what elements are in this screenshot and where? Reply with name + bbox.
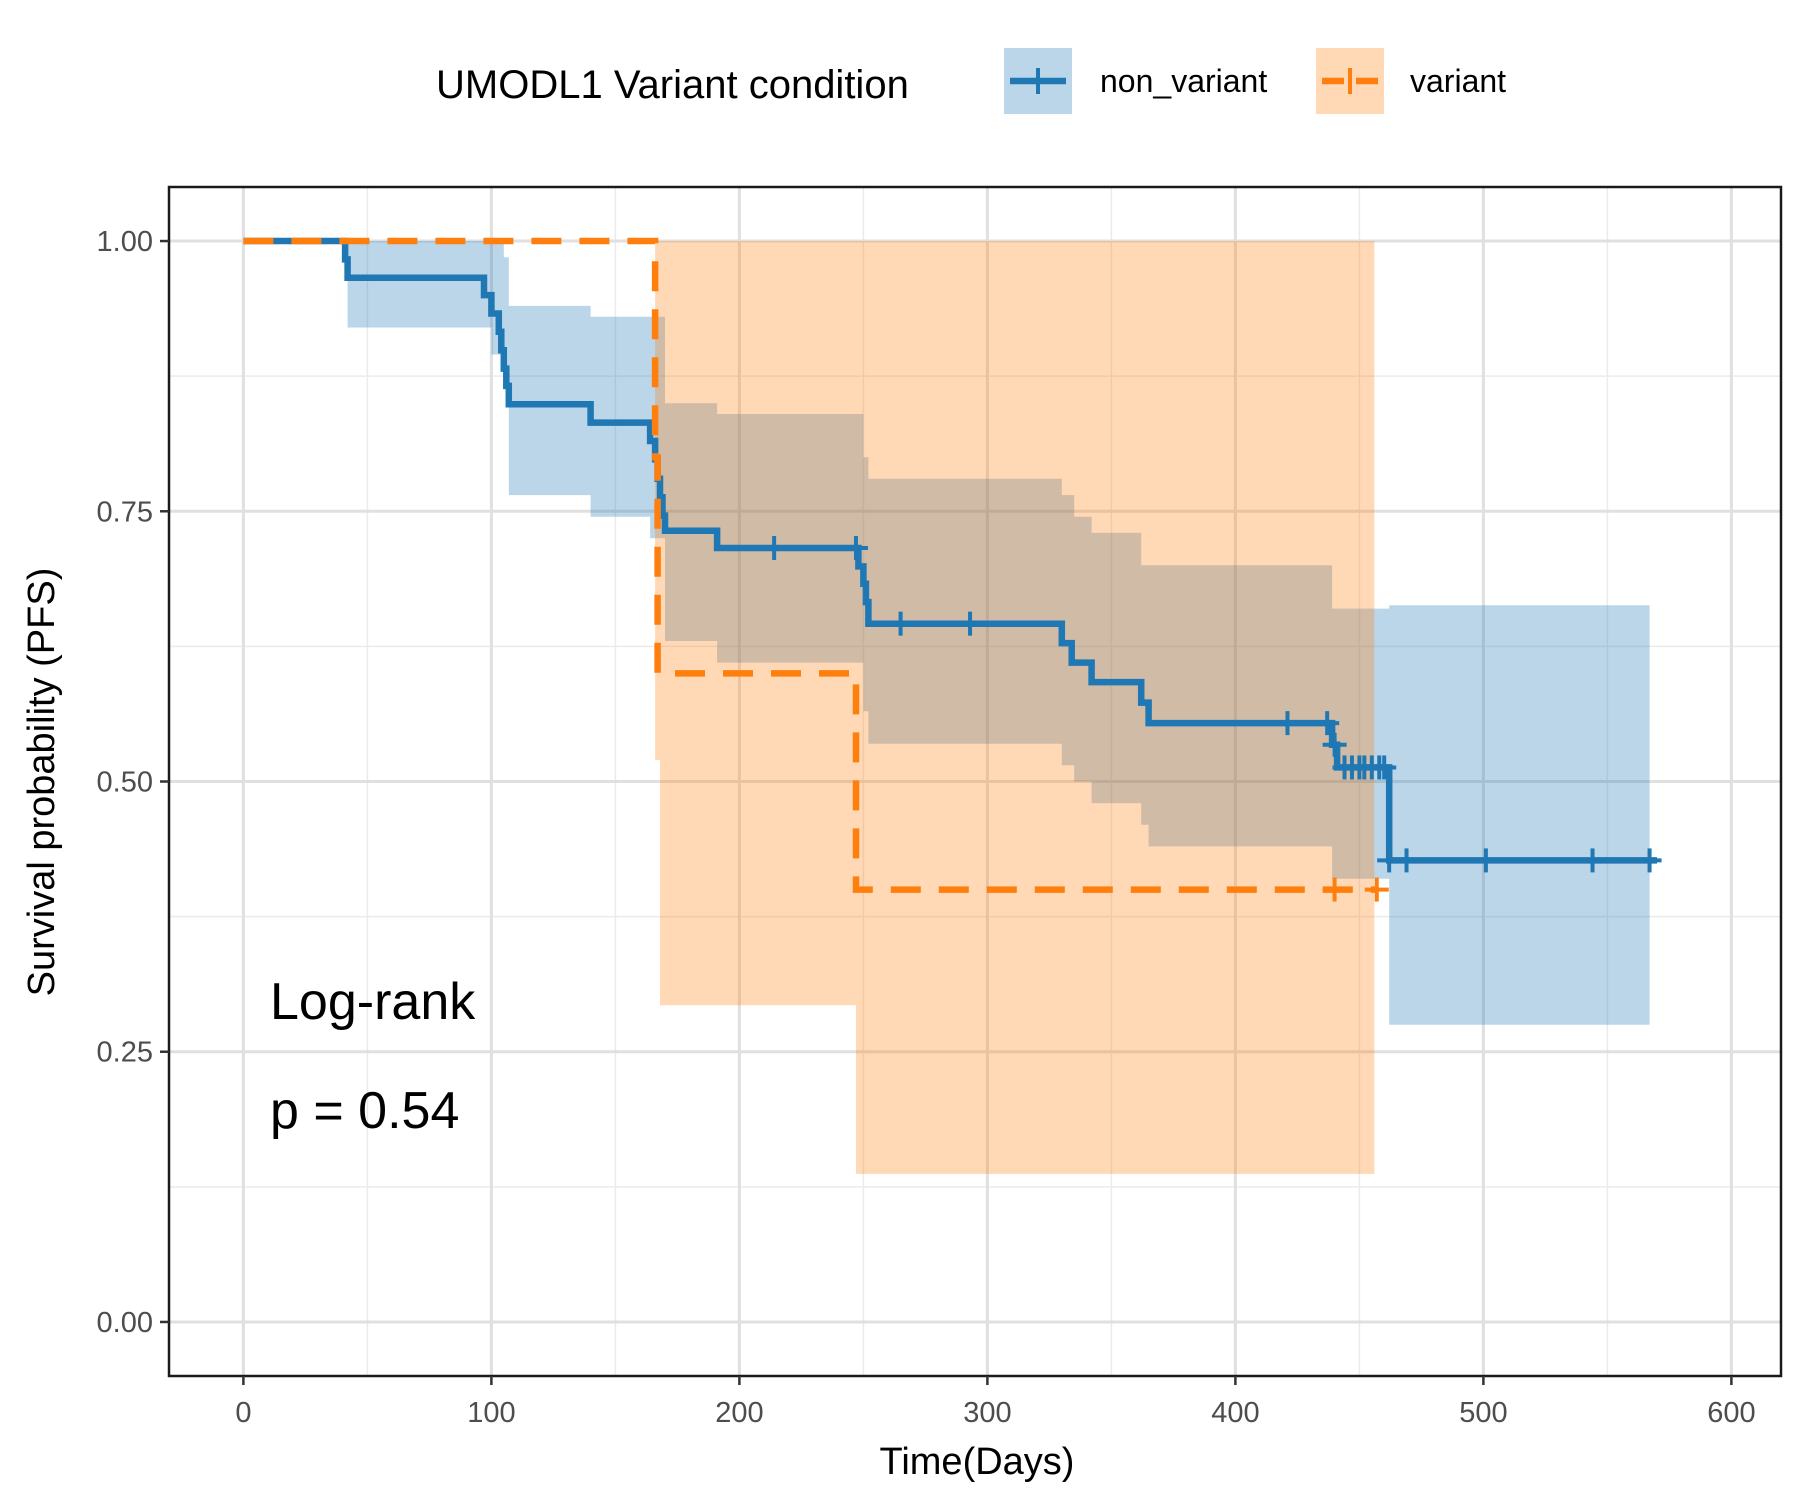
- confidence-bands: [243, 241, 1650, 1174]
- y-tick-label: 1.00: [97, 226, 153, 258]
- y-tick-label: 0.50: [97, 767, 153, 799]
- pvalue-annotation: p = 0.54: [270, 1082, 459, 1140]
- variant-confidence-band: [655, 241, 1375, 1174]
- y-tick-label: 0.75: [97, 496, 153, 528]
- y-axis-title: Survival probability (PFS): [21, 568, 63, 997]
- legend-item-non_variant: non_variant: [1004, 48, 1267, 114]
- x-tick-label: 400: [1211, 1397, 1259, 1429]
- x-tick-label: 0: [235, 1397, 251, 1429]
- test-annotation: Log-rank: [270, 973, 476, 1031]
- legend-label: non_variant: [1100, 63, 1267, 99]
- x-axis: 0 100 200 300 400 500 600: [235, 1376, 1756, 1429]
- y-axis: 0.00 0.25 0.50 0.75 1.00: [97, 226, 169, 1339]
- legend-label: variant: [1410, 63, 1506, 99]
- x-axis-title: Time(Days): [880, 1441, 1075, 1483]
- x-tick-label: 200: [715, 1397, 763, 1429]
- x-tick-label: 600: [1707, 1397, 1755, 1429]
- variant-curve: [243, 237, 1377, 893]
- legend-title: UMODL1 Variant condition: [436, 63, 909, 107]
- non_variant-curve: [243, 237, 1657, 864]
- non_variant-confidence-band: [243, 241, 1650, 1025]
- y-tick-label: 0.00: [97, 1307, 153, 1339]
- censor-marks: [762, 536, 1662, 902]
- x-tick-label: 100: [467, 1397, 515, 1429]
- y-tick-label: 0.25: [97, 1037, 153, 1069]
- legend-item-variant: variant: [1316, 48, 1506, 114]
- survival-curves: [243, 237, 1657, 893]
- legend: UMODL1 Variant condition non_variant vari…: [436, 48, 1506, 114]
- x-tick-label: 300: [963, 1397, 1011, 1429]
- x-tick-label: 500: [1459, 1397, 1507, 1429]
